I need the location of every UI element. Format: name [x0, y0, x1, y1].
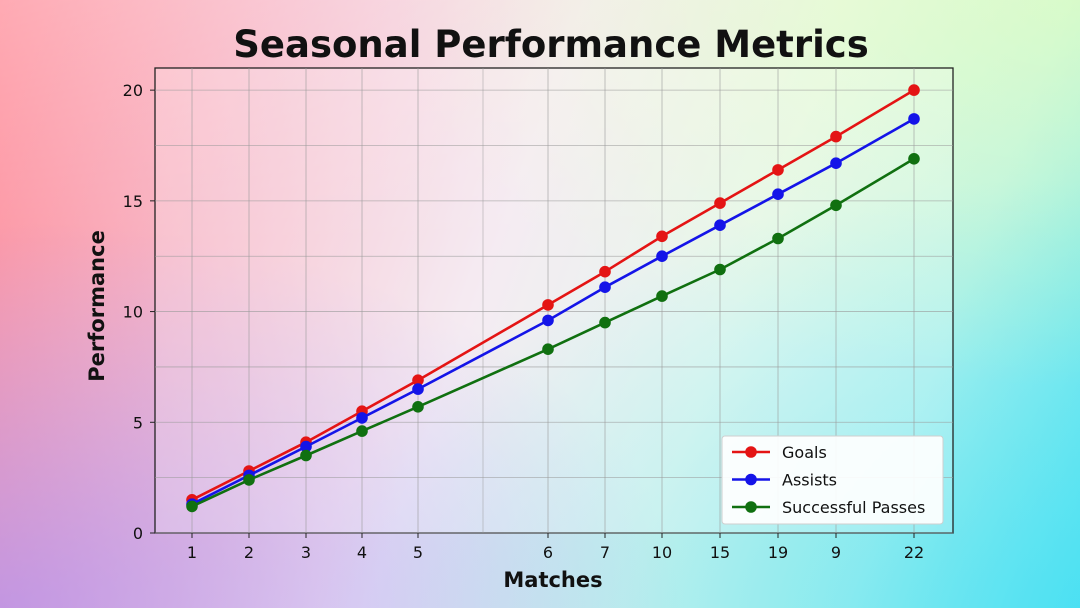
data-point [656, 290, 668, 302]
series-line [191, 157, 915, 508]
x-tick-label: 9 [831, 543, 841, 562]
series-layer [186, 84, 920, 513]
x-tick-label: 4 [357, 543, 367, 562]
data-point [542, 314, 554, 327]
data-point [830, 199, 842, 212]
data-point [300, 440, 312, 453]
y-tick-label: 5 [133, 413, 143, 432]
data-point [356, 412, 368, 424]
data-point [599, 281, 611, 294]
x-tick-label: 19 [768, 543, 788, 562]
x-tick-label: 22 [904, 543, 924, 562]
data-point [300, 449, 312, 462]
x-tick-label: 3 [301, 543, 311, 562]
x-tick-label: 7 [600, 543, 610, 562]
data-point [656, 230, 668, 243]
x-tick-label: 6 [543, 543, 553, 562]
y-tick-label: 10 [123, 303, 143, 322]
y-axis-label: Performance [85, 230, 109, 382]
legend-swatch-marker [745, 473, 757, 486]
data-point [542, 343, 554, 356]
x-tick-label: 1 [187, 543, 197, 562]
data-point [772, 188, 784, 200]
data-point [830, 157, 842, 169]
data-point [908, 84, 920, 96]
data-point [412, 383, 424, 395]
legend-item: Assists [732, 471, 837, 490]
data-point [599, 265, 611, 278]
data-point [542, 299, 554, 311]
y-tick-label: 0 [133, 524, 143, 543]
legend-item: Goals [732, 443, 827, 462]
data-point [714, 263, 726, 276]
data-point [830, 130, 842, 143]
x-axis-ticks: 1 2 3 4 5 6 7 10 15 19 9 22 [187, 533, 924, 562]
data-point [356, 425, 368, 437]
x-axis-label: Matches [503, 568, 602, 592]
legend-box [721, 435, 944, 525]
data-point [656, 250, 668, 262]
data-point [908, 113, 920, 125]
data-point [772, 232, 784, 245]
data-point [412, 374, 424, 387]
data-point [772, 164, 784, 176]
x-tick-label: 15 [710, 543, 730, 562]
data-point [714, 197, 726, 209]
chart-title: Seasonal Performance Metrics [233, 23, 869, 66]
data-point [243, 474, 255, 486]
legend-swatch-marker [745, 446, 757, 458]
legend-swatch-marker [745, 501, 757, 513]
series-line [191, 117, 915, 506]
x-tick-label: 10 [652, 543, 672, 562]
legend-label: Goals [782, 443, 827, 462]
data-point [412, 401, 424, 413]
legend-label: Successful Passes [782, 498, 925, 517]
y-tick-label: 15 [123, 192, 143, 211]
legend: Goals Assists Successful Passes [721, 435, 944, 525]
series-line [191, 88, 915, 501]
legend-label: Assists [782, 471, 837, 490]
x-tick-label: 2 [244, 543, 254, 562]
data-point [714, 219, 726, 231]
data-point [599, 316, 611, 329]
series-successful-passes [186, 153, 920, 513]
y-axis-ticks: 0 5 10 15 20 [123, 81, 155, 543]
data-point [908, 153, 920, 165]
y-tick-label: 20 [123, 81, 143, 100]
data-point [186, 500, 198, 513]
legend-item: Successful Passes [732, 498, 925, 517]
x-tick-label: 5 [413, 543, 423, 562]
grid-lines [155, 68, 953, 534]
